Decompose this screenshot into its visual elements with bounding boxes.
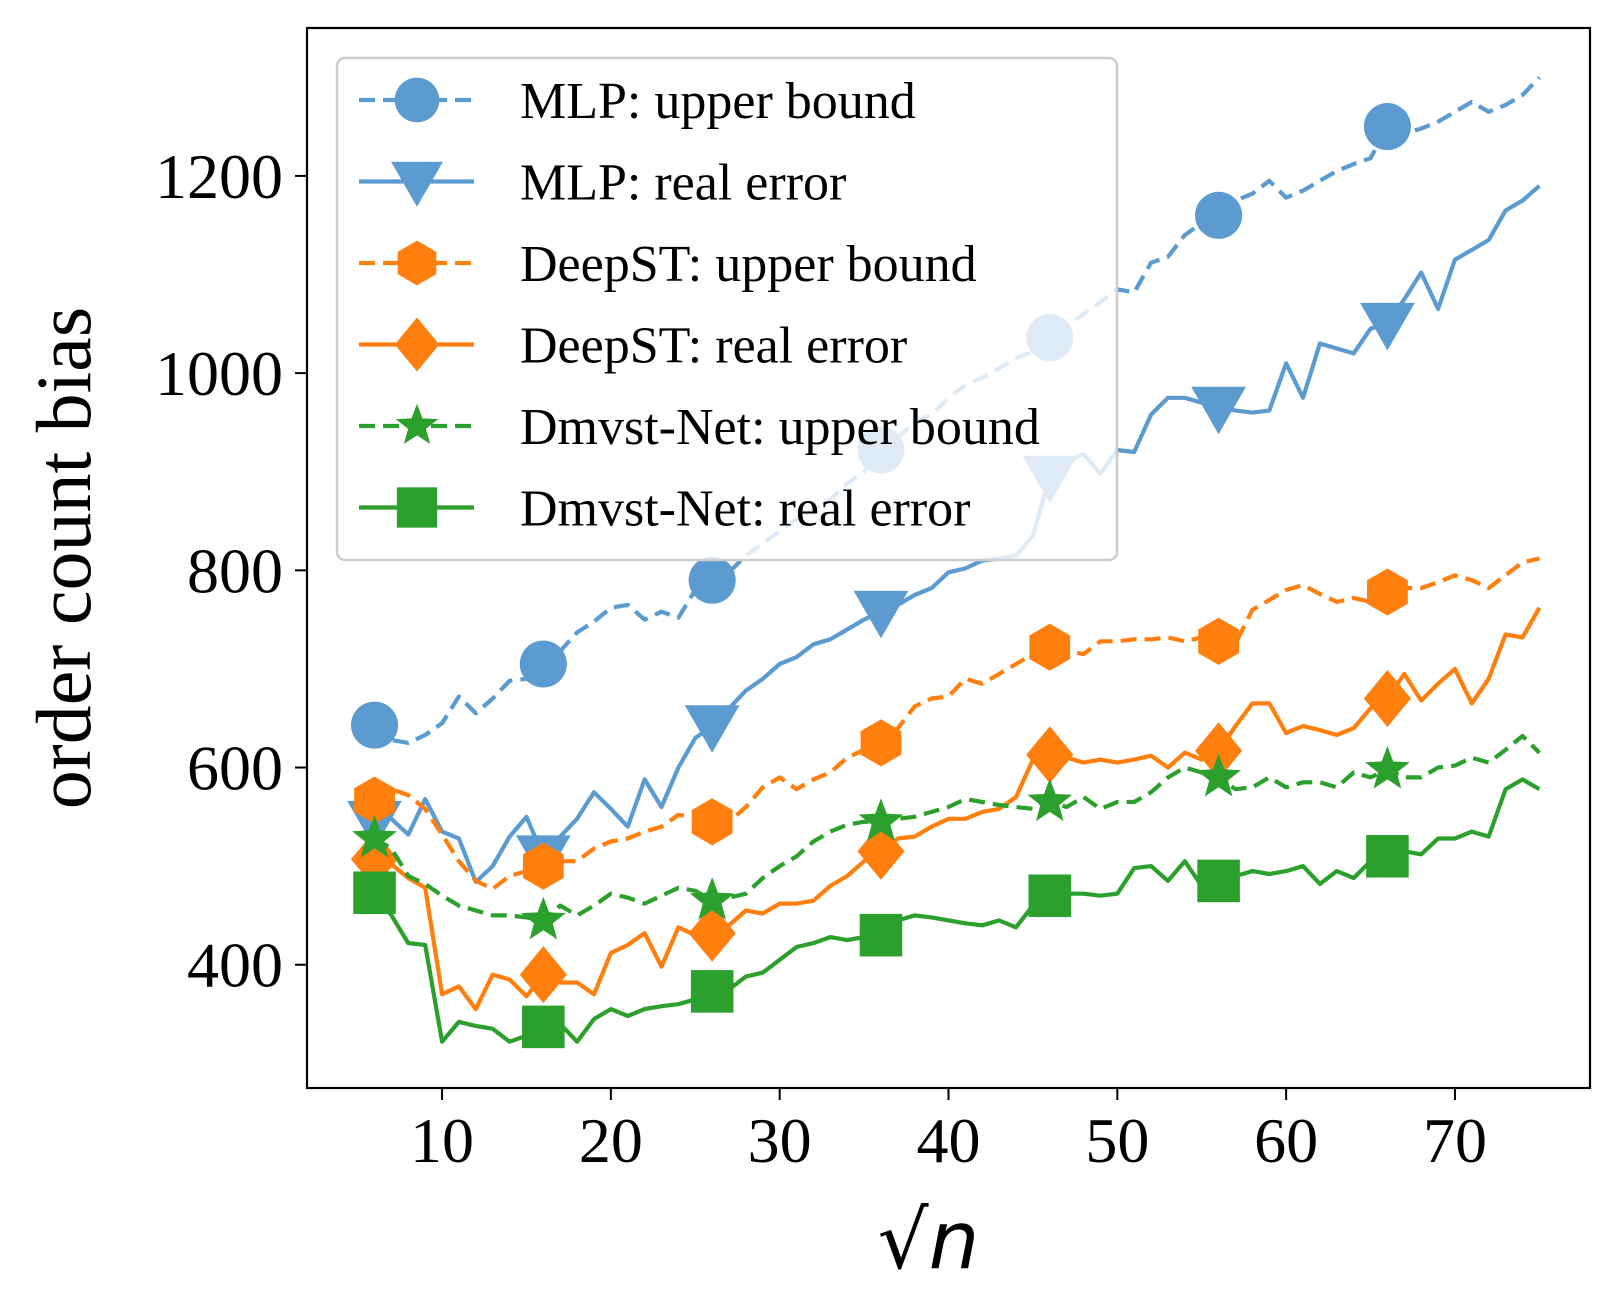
legend-marker-5 (395, 403, 439, 445)
data-point-s2-6 (1191, 386, 1246, 435)
series-6 (353, 777, 1541, 1049)
data-point-s1-7 (1363, 103, 1411, 151)
series-5 (352, 733, 1541, 940)
data-point-s1-1 (350, 701, 399, 749)
data-point-s3-4 (860, 719, 902, 767)
data-point-s4-5 (1026, 726, 1074, 784)
legend-label-4: DeepST: real error (520, 318, 907, 375)
series-line-3 (373, 556, 1540, 891)
data-point-s4-2 (519, 946, 567, 1004)
x-tick-label-1: 10 (410, 1105, 474, 1176)
y-tick-label-4: 1000 (155, 338, 283, 409)
data-point-s5-4 (858, 798, 904, 841)
series-line-5 (373, 733, 1541, 923)
data-point-s3-5 (1029, 623, 1071, 671)
data-point-s5-3 (689, 877, 735, 920)
data-point-s6-6 (1197, 859, 1240, 903)
x-tick-label-6: 60 (1254, 1105, 1318, 1176)
legend-box (335, 56, 1119, 562)
legend-marker-1 (394, 77, 440, 123)
data-point-s4-6 (1195, 722, 1243, 780)
data-point-s6-4 (859, 913, 903, 957)
x-tick-label-3: 30 (748, 1105, 812, 1176)
series-3 (354, 556, 1540, 891)
legend-item-1: MLP: upper bound (359, 73, 916, 130)
data-point-s3-3 (691, 798, 733, 846)
legend-marker-3 (397, 240, 437, 286)
series-line-4 (373, 606, 1542, 1012)
data-point-s5-5 (1027, 778, 1073, 822)
legend-marker-2 (391, 161, 443, 207)
axes: 10 20 30 40 50 60 70 400 600 800 1000 1200 (155, 26, 1592, 1176)
x-axis-label: √n (878, 1194, 980, 1287)
x-tick-label-7: 70 (1423, 1105, 1487, 1176)
legend-item-3: DeepST: upper bound (359, 236, 977, 293)
data-point-s1-3 (688, 556, 736, 604)
data-point-s3-7 (1367, 568, 1408, 616)
series-line-2 (374, 184, 1541, 884)
legend-label-1: MLP: upper bound (520, 73, 916, 130)
data-point-s4-7 (1363, 670, 1411, 728)
data-point-s6-5 (1028, 874, 1072, 918)
data-point-s5-1 (352, 814, 397, 858)
data-point-s3-1 (354, 776, 395, 824)
data-point-s2-4 (853, 590, 909, 639)
data-point-s4-3 (688, 904, 736, 962)
data-point-s2-3 (684, 705, 740, 753)
data-point-s1-6 (1195, 191, 1243, 239)
data-point-s5-7 (1365, 745, 1410, 789)
data-point-s3-2 (522, 842, 564, 890)
legend-label-6: Dmvst-Net: real error (520, 481, 970, 538)
legend-item-6: Dmvst-Net: real error (359, 481, 970, 538)
x-tick-label-5: 50 (1085, 1105, 1149, 1176)
data-point-s1-2 (519, 640, 567, 688)
legend-item-2: MLP: real error (359, 155, 846, 212)
legend: MLP: upper bound MLP: real error DeepST: u… (335, 56, 1119, 562)
data-point-s5-6 (1196, 753, 1242, 797)
data-point-s6-7 (1366, 834, 1409, 878)
data-point-s3-6 (1198, 617, 1240, 665)
series-line-6 (372, 777, 1541, 1044)
y-axis-label: order count bias (20, 307, 107, 810)
data-point-s5-2 (520, 896, 566, 940)
data-point-s2-7 (1360, 302, 1415, 351)
data-point-s6-2 (522, 1005, 565, 1049)
y-tick-label-5: 1200 (155, 141, 283, 212)
x-tick-label-4: 40 (917, 1105, 981, 1176)
legend-item-4: DeepST: real error (359, 317, 907, 375)
data-point-s6-3 (690, 970, 734, 1013)
y-tick-label-1: 400 (187, 930, 283, 1001)
legend-label-2: MLP: real error (520, 155, 846, 212)
y-tick-label-3: 800 (187, 535, 283, 606)
legend-marker-4 (394, 317, 440, 372)
data-point-s6-1 (353, 871, 396, 915)
legend-label-5: Dmvst-Net: upper bound (520, 399, 1040, 456)
legend-label-3: DeepST: upper bound (520, 236, 977, 293)
x-tick-label-2: 20 (579, 1105, 643, 1176)
y-tick-label-2: 600 (187, 733, 283, 804)
legend-marker-6 (396, 487, 438, 528)
legend-item-5: Dmvst-Net: upper bound (359, 399, 1040, 456)
